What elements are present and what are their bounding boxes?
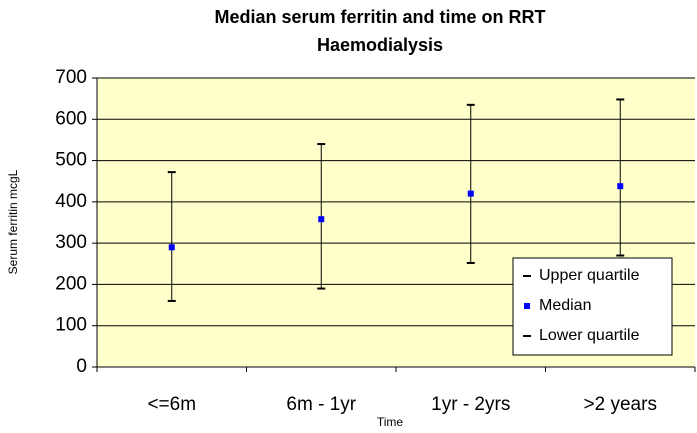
y-tick-label: 300: [55, 232, 87, 253]
x-tick-label: <=6m: [147, 394, 196, 415]
x-axis-label: Time: [377, 415, 404, 429]
legend-label: Upper quartile: [539, 267, 640, 284]
x-tick-label: 6m - 1yr: [286, 394, 356, 415]
legend: Upper quartile Median Lower quartile: [512, 257, 673, 356]
median-marker: [168, 244, 175, 251]
x-tick-label: 1yr - 2yrs: [431, 394, 510, 415]
chart-subtitle: Haemodialysis: [317, 35, 443, 55]
median-marker: [318, 216, 325, 223]
x-tick-label: >2 years: [584, 394, 657, 415]
legend-marker: [524, 303, 530, 309]
y-tick-label: 0: [76, 356, 87, 377]
y-tick-label: 500: [55, 150, 87, 171]
legend-label: Lower quartile: [539, 327, 640, 344]
y-tick-label: 600: [55, 108, 87, 129]
y-tick-label: 400: [55, 191, 87, 212]
chart-title: Median serum ferritin and time on RRT: [214, 7, 545, 27]
median-marker: [617, 183, 624, 190]
y-tick-label: 700: [55, 67, 87, 88]
legend-box: [512, 257, 673, 356]
y-axis-label: Serum ferritin mcgL: [6, 169, 20, 274]
y-tick-label: 200: [55, 273, 87, 294]
y-tick-label: 100: [55, 315, 87, 336]
legend-label: Median: [539, 297, 591, 314]
median-marker: [467, 190, 474, 197]
